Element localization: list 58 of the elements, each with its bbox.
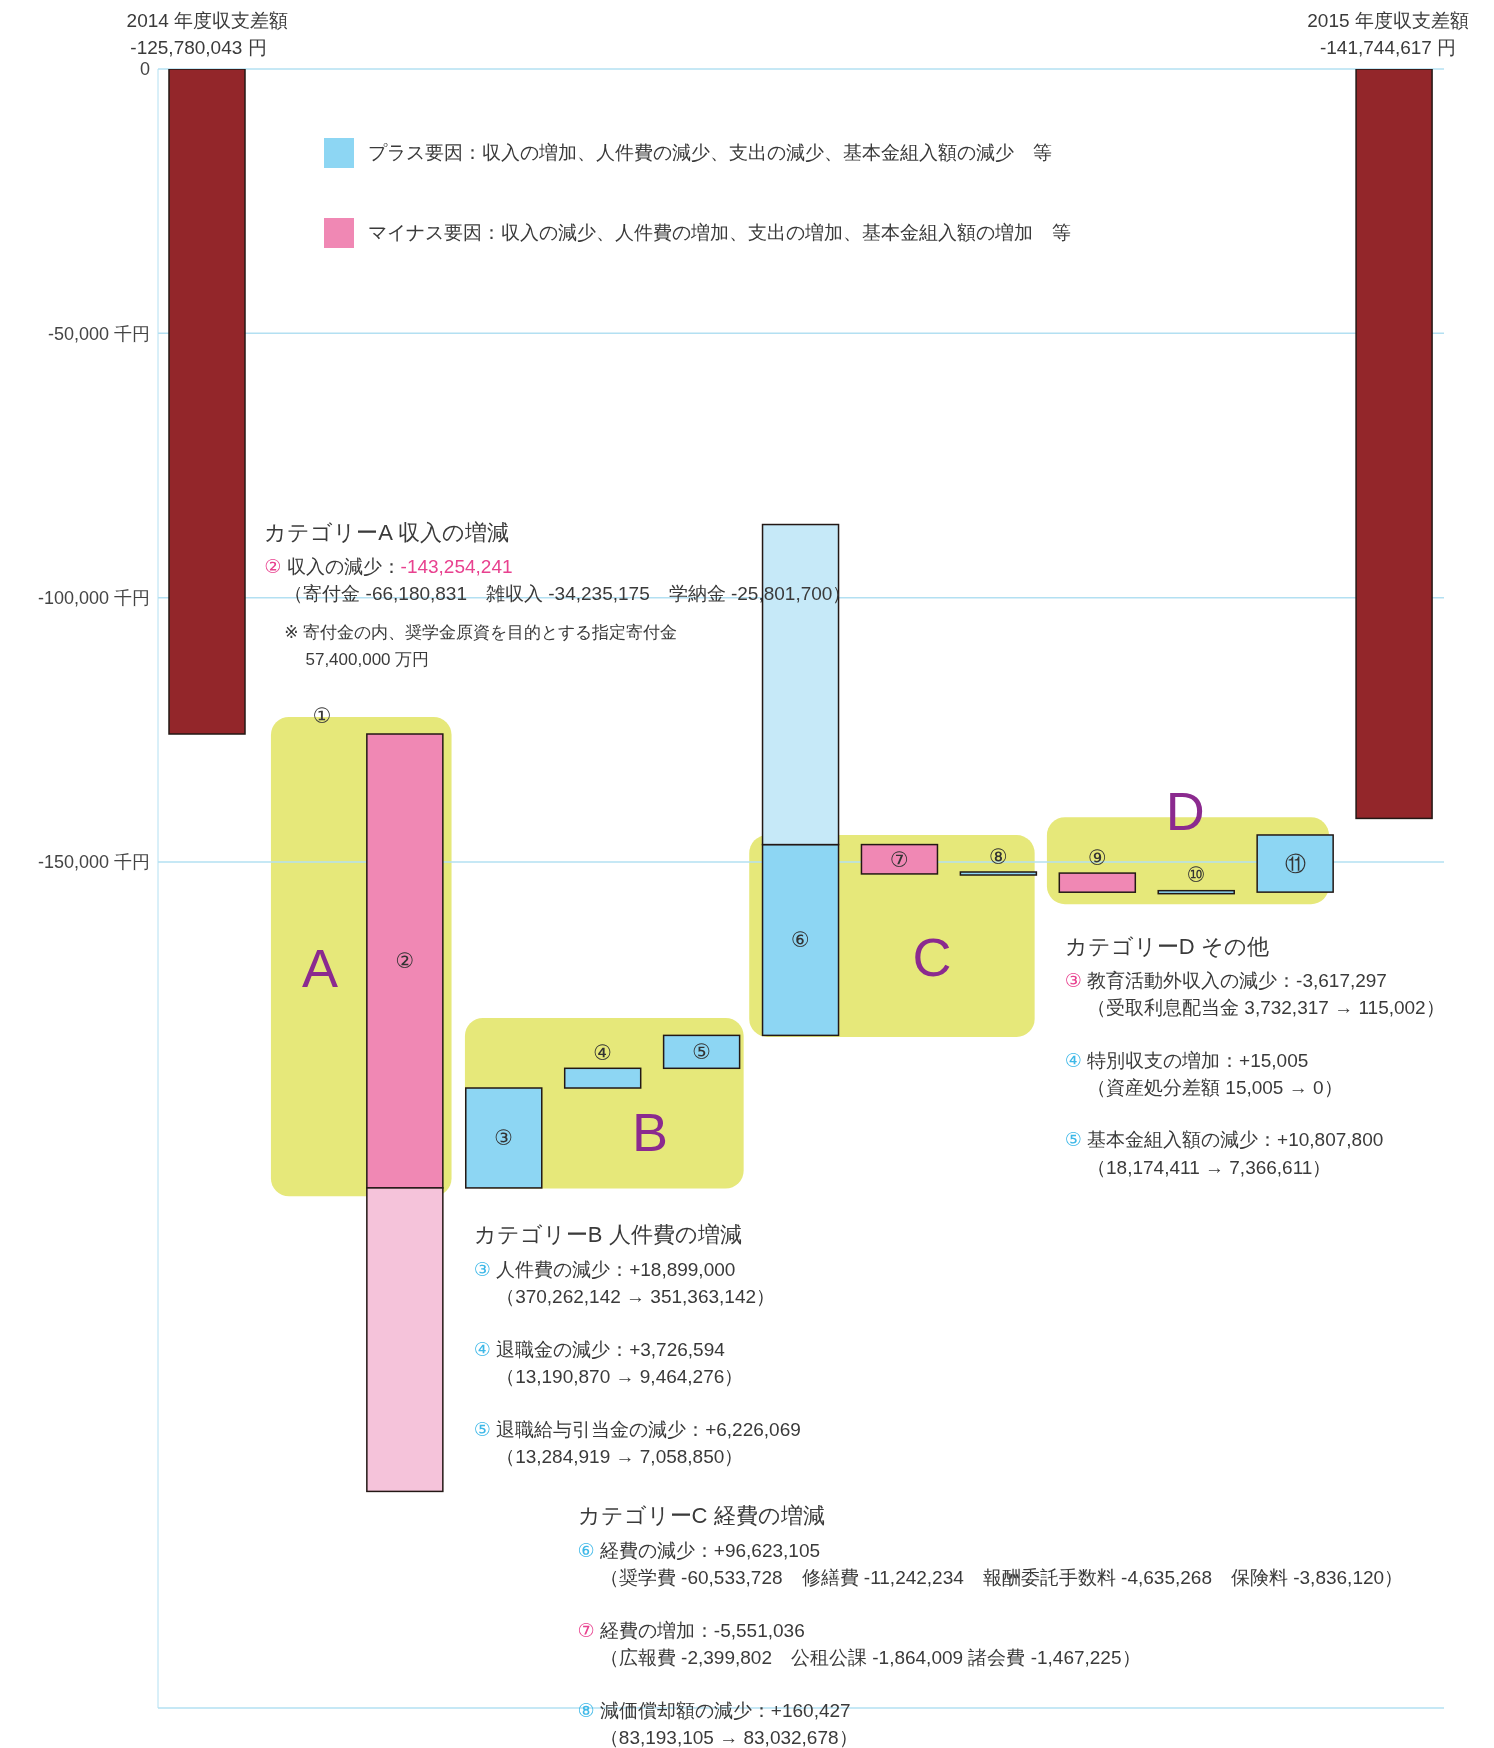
annotation: ④ 特別収支の増加：+15,005	[1064, 1049, 1309, 1071]
annotation: C	[912, 926, 952, 987]
y-tick-label: -50,000 千円	[47, 323, 150, 344]
y-tick-label: 0	[139, 59, 150, 80]
legend-label: マイナス要因：収入の減少、人件費の増加、支出の増加、基本金組入額の増加 等	[368, 222, 1071, 243]
data-label: ⑧	[988, 844, 1008, 868]
data-label: ③	[494, 1126, 514, 1150]
data-label: ⑩	[1186, 863, 1206, 887]
data-label: ④	[593, 1040, 613, 1064]
text: -141,744,617 円	[1319, 36, 1457, 58]
annotation: （13,190,870 → 9,464,276）	[496, 1365, 744, 1387]
annotation: ※ 寄付金の内、奨学金原資を目的とする指定寄付金	[284, 622, 678, 642]
annotation: （13,284,919 → 7,058,850）	[496, 1445, 744, 1467]
data-label: ⑥	[791, 928, 810, 952]
annotation: カテゴリーD その他	[1064, 933, 1269, 959]
data-label: ⑨	[1087, 845, 1107, 869]
annotation: ⑤ 退職給与引当金の減少：+6,226,069	[473, 1418, 801, 1440]
annotation: ④ 退職金の減少：+3,726,594	[473, 1338, 725, 1360]
annotation: ⑧ 減価償却額の減少：+160,427	[577, 1699, 851, 1721]
annotation: カテゴリーB 人件費の増減	[473, 1222, 742, 1248]
annotation: （資産処分差額 15,005 → 0）	[1087, 1076, 1343, 1098]
data-label: ⑪	[1284, 852, 1306, 876]
annotation: ③ 人件費の減少：+18,899,000	[473, 1258, 736, 1280]
annotation: カテゴリーA 収入の増減	[264, 519, 509, 545]
annotation: ③ 教育活動外収入の減少：-3,617,297	[1064, 969, 1387, 991]
text: 2015 年度収支差額	[1307, 9, 1469, 31]
bar	[959, 871, 1038, 876]
annotation: （受取利息配当金 3,732,317 → 115,002）	[1087, 996, 1445, 1018]
bar	[465, 1087, 543, 1189]
annotation: B	[631, 1101, 669, 1162]
bar	[1256, 834, 1334, 893]
annotation: A	[301, 937, 338, 998]
annotation: ⑤ 基本金組入額の減少：+10,807,800	[1064, 1128, 1384, 1150]
bar	[1157, 889, 1235, 895]
annotation: （18,174,411 → 7,366,611）	[1087, 1156, 1332, 1178]
text: （83,193,105 → 83,032,678）	[599, 1726, 858, 1748]
legend-label: プラス要因：収入の増加、人件費の減少、支出の減少、基本金組入額の減少 等	[368, 142, 1052, 163]
annotation: ⑥ 経費の減少：+96,623,105	[577, 1539, 821, 1561]
bar	[168, 69, 246, 735]
annotation: （広報費 -2,399,802 公租公課 -1,864,009 諸会費 -1,467,225）	[599, 1646, 1141, 1668]
annotation: （370,262,142 → 351,363,142）	[496, 1285, 776, 1307]
data-label: ⑦	[890, 847, 909, 871]
data-label: ⑤	[692, 1040, 712, 1064]
bar	[860, 843, 939, 875]
data-label: ②	[395, 949, 415, 973]
text: -125,780,043 円	[130, 36, 267, 58]
annotation: ⑦ 経費の増加：-5,551,036	[577, 1619, 805, 1641]
y-tick-label: -100,000 千円	[37, 588, 150, 609]
y-tick-label: -150,000 千円	[37, 852, 150, 873]
annotation: （奨学費 -60,533,728 修繕費 -11,242,234 報酬委託手数料 -4,635,268 保険料 -3,836,120）	[599, 1566, 1404, 1587]
annotation: カテゴリーC 経費の増減	[577, 1503, 825, 1529]
bar	[1058, 872, 1137, 893]
bar	[662, 1034, 741, 1070]
bar	[1355, 69, 1433, 820]
annotation: ② 収入の減少：-143,254,241	[264, 555, 513, 577]
annotation: 57,400,000 万円	[305, 649, 430, 669]
bar	[563, 1067, 642, 1089]
text: 2014 年度収支差額	[126, 9, 289, 31]
